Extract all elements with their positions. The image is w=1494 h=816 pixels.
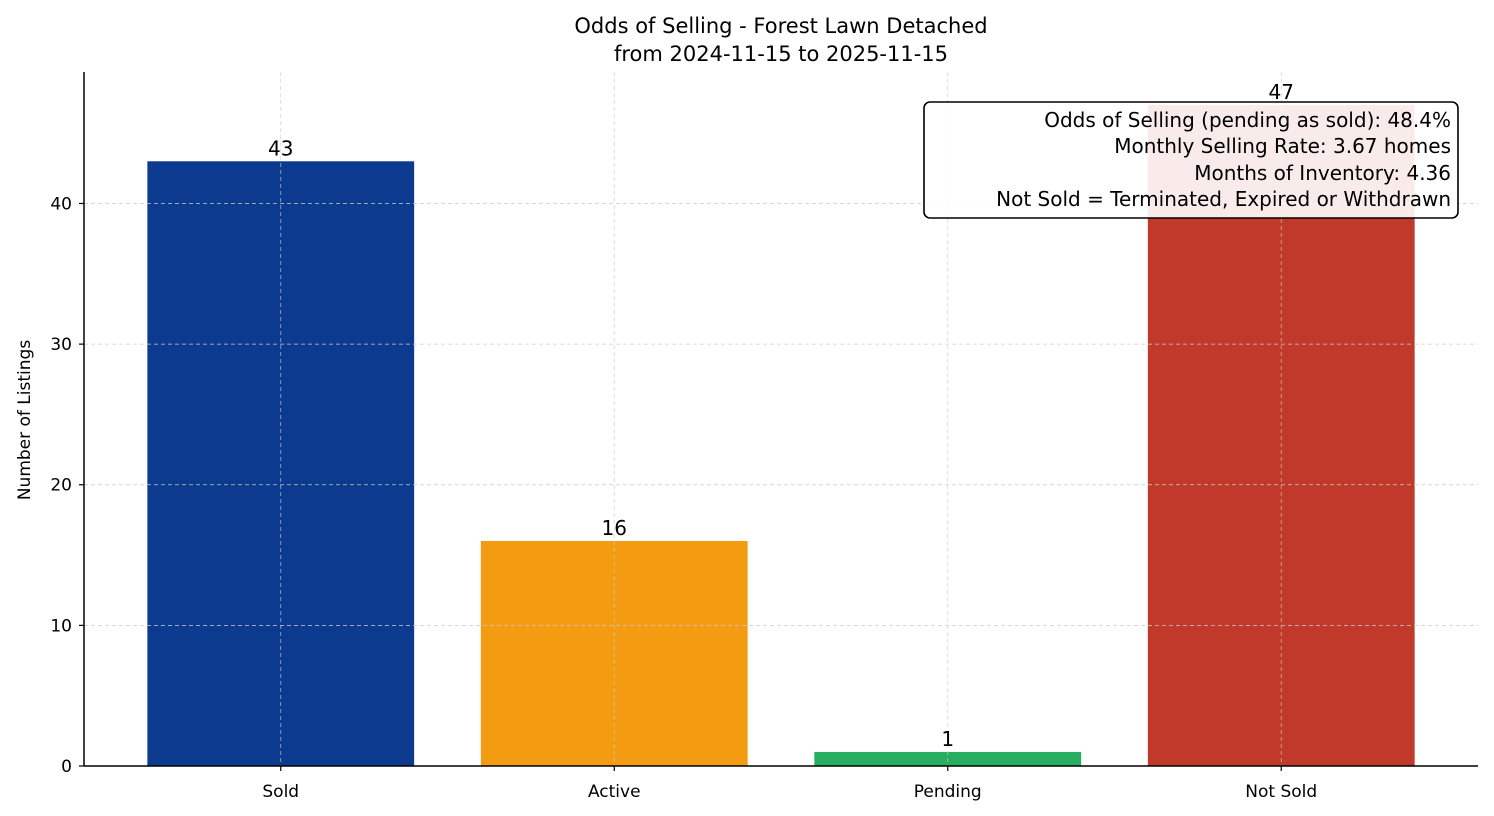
x-tick-label: Sold	[262, 782, 299, 802]
data-label: 47	[1269, 80, 1294, 104]
x-tick-label: Active	[588, 782, 641, 802]
y-tick-label: 30	[50, 335, 72, 355]
annotation-box	[923, 101, 1459, 219]
annotation-line: Monthly Selling Rate: 3.67 homes	[1114, 134, 1451, 158]
data-label: 1	[941, 727, 954, 751]
annotation-line: Not Sold = Terminated, Expired or Withdr…	[996, 187, 1451, 211]
annotation-line: Months of Inventory: 4.36	[1194, 161, 1451, 185]
annotation-line: Odds of Selling (pending as sold): 48.4%	[1044, 108, 1451, 132]
data-label: 43	[268, 136, 293, 160]
data-label: 16	[602, 516, 627, 540]
chart-title: Odds of Selling - Forest Lawn Detached	[574, 14, 987, 38]
chart-subtitle: from 2024-11-15 to 2025-11-15	[614, 42, 948, 66]
y-tick-label: 20	[50, 476, 72, 496]
y-axis-label: Number of Listings	[15, 340, 35, 500]
y-tick-label: 10	[50, 616, 72, 636]
x-tick-label: Not Sold	[1245, 782, 1317, 802]
x-tick-label: Pending	[914, 782, 982, 802]
y-tick-label: 40	[50, 194, 72, 214]
y-tick-label: 0	[61, 757, 72, 777]
stats-annotation: Odds of Selling (pending as sold): 48.4%…	[923, 101, 1459, 219]
